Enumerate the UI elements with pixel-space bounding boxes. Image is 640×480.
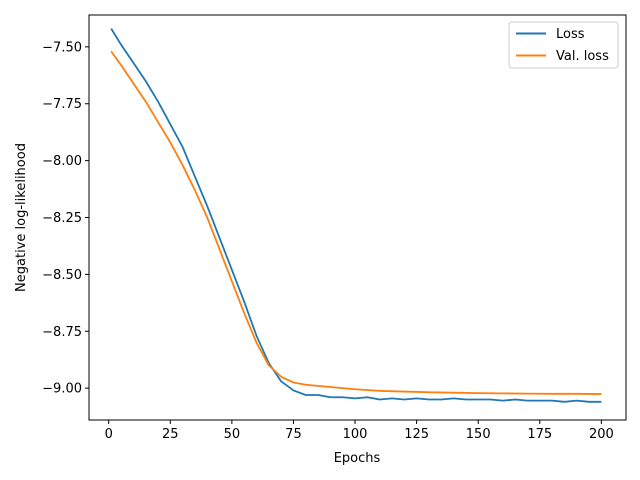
y-tick-label: −9.00 [42, 382, 82, 397]
y-tick-label: −8.00 [42, 154, 82, 169]
series-line-loss [110, 28, 602, 403]
y-tick-label: −7.75 [42, 97, 82, 112]
y-axis-ticks: −7.50 −7.75 −8.00 −8.25 −8.50 −8.75 −9.00 [42, 40, 89, 397]
x-tick-label: 25 [162, 427, 179, 442]
x-tick-label: 150 [466, 427, 491, 442]
x-tick-label: 125 [404, 427, 429, 442]
x-axis-title: Epochs [334, 451, 381, 466]
x-tick-label: 100 [343, 427, 368, 442]
series-line-val-loss [110, 50, 602, 395]
series-layer [110, 28, 602, 403]
y-tick-label: −8.75 [42, 325, 82, 340]
x-tick-label: 200 [589, 427, 614, 442]
legend-label-val-loss: Val. loss [556, 49, 609, 64]
x-tick-label: 175 [527, 427, 552, 442]
legend: Loss Val. loss [508, 21, 619, 69]
y-tick-label: −8.25 [42, 211, 82, 226]
y-tick-label: −8.50 [42, 268, 82, 283]
y-tick-label: −7.50 [42, 40, 82, 55]
x-tick-label: 75 [285, 427, 302, 442]
y-axis-title: Negative log-likelihood [14, 143, 29, 292]
legend-label-loss: Loss [556, 27, 585, 42]
x-axis-ticks: 0 25 50 75 100 125 150 175 200 [105, 420, 614, 442]
x-tick-label: 50 [224, 427, 241, 442]
x-tick-label: 0 [105, 427, 113, 442]
